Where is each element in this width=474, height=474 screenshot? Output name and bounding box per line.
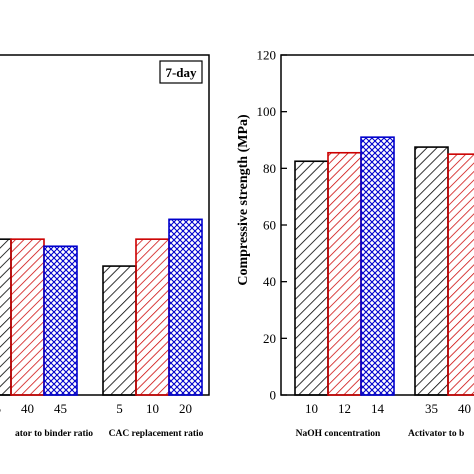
right-bar-g2-35 xyxy=(414,146,449,396)
left-x-tick-label: 40 xyxy=(21,401,34,416)
right-group-label: Activator to b xyxy=(408,429,464,439)
right-y-tick-label: 80 xyxy=(263,161,276,176)
y-axis-label: Compressive strength (MPa) xyxy=(236,114,251,286)
right-x-tick-label: 10 xyxy=(305,401,318,416)
right-x-tick-label: 14 xyxy=(371,401,385,416)
right-x-tick-label: 12 xyxy=(338,401,351,416)
right-x-tick-label: 40 xyxy=(458,401,471,416)
right-bar-g1-14 xyxy=(360,136,395,396)
left-bar-g2-5 xyxy=(102,265,137,396)
right-y-tick-label: 20 xyxy=(263,331,276,346)
left-x-tick-label: 45 xyxy=(54,401,67,416)
left-bars xyxy=(0,218,203,396)
right-y-tick-label: 120 xyxy=(257,48,277,63)
left-bar-g1-35 xyxy=(0,238,12,396)
left-x-tick-label: 35 xyxy=(0,401,1,416)
right-bars xyxy=(294,136,474,396)
right-y-tick-label: 100 xyxy=(257,104,277,119)
left-plot-frame xyxy=(0,54,210,396)
age-badge-box xyxy=(159,60,203,84)
left-x-tick-labels: 35 40 45 5 10 20 xyxy=(0,401,192,416)
right-y-tick-label: 40 xyxy=(263,274,276,289)
right-bar-g1-10 xyxy=(294,160,329,396)
right-panel: 0 20 40 60 80 100 120 10 12 14 35 40 NaOH concentr… xyxy=(236,48,474,439)
left-bar-g1-40 xyxy=(10,238,45,396)
left-bar-g2-20 xyxy=(168,218,203,396)
right-bar-g1-12 xyxy=(327,151,362,396)
right-y-tick-label: 60 xyxy=(263,218,276,233)
right-x-tick-label: 35 xyxy=(425,401,438,416)
left-group-label: CAC replacement ratio xyxy=(109,429,204,439)
left-panel: 35 40 45 5 10 20 ator to binder ratio CAC repl… xyxy=(0,54,210,439)
left-x-tick-label: 20 xyxy=(179,401,192,416)
right-group-label: NaOH concentration xyxy=(296,429,381,439)
right-y-tick-label: 0 xyxy=(270,388,277,403)
right-group-labels: NaOH concentration Activator to b xyxy=(296,429,465,439)
right-x-tick-labels: 10 12 14 35 40 xyxy=(305,401,471,416)
left-bar-g1-45 xyxy=(43,245,78,396)
left-group-labels: ator to binder ratio CAC replacement rati… xyxy=(15,429,204,439)
left-group-label: ator to binder ratio xyxy=(15,429,93,439)
right-bar-g2-40 xyxy=(447,153,474,396)
left-x-tick-label: 10 xyxy=(146,401,159,416)
left-bar-g2-10 xyxy=(135,238,170,396)
left-x-tick-label: 5 xyxy=(116,401,123,416)
age-badge: 7-day xyxy=(165,65,197,80)
right-y-axis: 0 20 40 60 80 100 120 xyxy=(257,48,287,403)
